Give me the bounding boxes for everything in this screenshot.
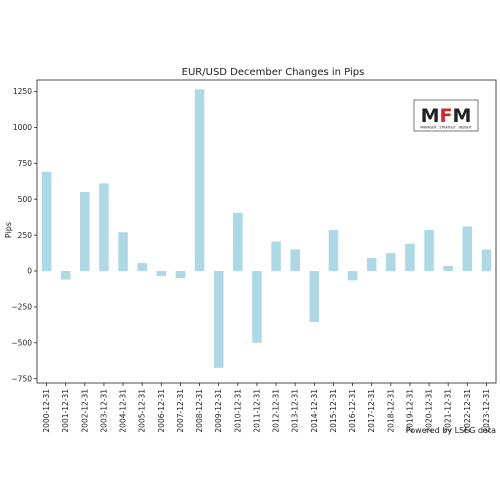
y-tick-label: 250 [18,231,33,240]
bar-2002-12-31 [80,192,90,271]
x-tick-label: 2012-12-31 [272,389,281,433]
logo-tagline: MANAGER . STRATEGY . INSIGHT [420,126,472,130]
plot-frame [36,79,497,384]
x-tick-label: 2009-12-31 [214,389,223,433]
bar-2009-12-31 [213,270,224,368]
logo-wordmark: MFM [421,105,472,127]
x-tick-label: 2023-12-31 [482,389,491,433]
y-tick-label: −250 [11,303,32,312]
x-tick-label: 2002-12-31 [80,389,89,433]
x-tick-label: 2013-12-31 [291,389,300,433]
bar-2000-12-31 [41,171,52,271]
y-axis-ticks: −750 −500 −250 0 250 500 750 1000 1250 [11,87,37,383]
y-tick-label: 0 [27,267,32,276]
x-tick-label: 2011-12-31 [252,389,261,433]
x-tick-label: 2007-12-31 [176,389,185,433]
source-note: Powered by LSEG data [406,426,496,435]
y-axis-label: Pips [4,222,13,238]
bar-2018-12-31 [386,253,396,271]
bar-2006-12-31 [156,270,167,277]
chart-title: EUR/USD December Changes in Pips [182,67,365,78]
y-tick-label: −500 [11,338,32,347]
x-tick-label: 2004-12-31 [119,389,128,433]
y-tick-label: −750 [11,374,32,383]
x-tick-label: 2021-12-31 [444,389,453,433]
x-tick-label: 2016-12-31 [348,389,357,433]
x-tick-label: 2000-12-31 [42,389,51,433]
y-tick-label: 750 [18,159,33,168]
bar-2010-12-31 [233,212,243,271]
x-tick-label: 2003-12-31 [99,389,108,433]
bar-2005-12-31 [137,263,147,271]
bar-2017-12-31 [366,258,377,271]
bar-2001-12-31 [60,270,71,280]
x-tick-label: 2022-12-31 [463,389,472,433]
bar-2004-12-31 [118,232,128,271]
y-tick-label: 500 [18,195,33,204]
x-tick-label: 2018-12-31 [386,389,395,433]
x-tick-label: 2006-12-31 [157,389,166,433]
bar-2012-12-31 [271,241,281,271]
x-tick-label: 2014-12-31 [310,389,319,433]
x-tick-label: 2017-12-31 [367,389,376,433]
bar-2011-12-31 [252,270,262,343]
bar-2016-12-31 [347,270,358,281]
x-tick-label: 2020-12-31 [425,389,434,433]
bar-2007-12-31 [175,270,186,279]
y-tick-label: 1250 [13,87,32,96]
x-axis-ticks: 2000-12-31 2001-12-31 2002-12-31 2003-12-31… [42,383,491,433]
bars [41,89,492,368]
bar-2019-12-31 [405,243,415,271]
x-tick-label: 2008-12-31 [195,389,204,433]
bar-2023-12-31 [481,249,492,271]
bar-2015-12-31 [328,230,339,271]
bar-2003-12-31 [99,183,109,271]
bar-2014-12-31 [309,270,320,322]
x-tick-label: 2010-12-31 [233,389,242,433]
bar-2021-12-31 [443,265,453,271]
bar-2022-12-31 [462,226,473,271]
x-tick-label: 2001-12-31 [61,389,70,433]
bar-2013-12-31 [290,249,300,271]
bar-2020-12-31 [424,230,434,271]
x-tick-label: 2019-12-31 [405,389,414,433]
x-tick-label: 2015-12-31 [329,389,338,433]
x-tick-label: 2005-12-31 [138,389,147,433]
y-tick-label: 1000 [13,123,32,132]
bar-2008-12-31 [194,89,205,271]
mfm-logo: MFM MANAGER . STRATEGY . INSIGHT [413,99,479,132]
